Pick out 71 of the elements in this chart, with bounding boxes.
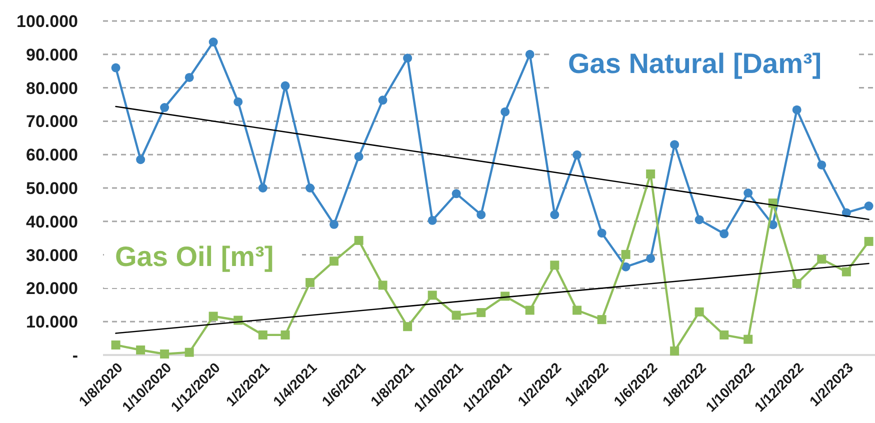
point [452,310,461,320]
series-label: Gas Oil [m³] [115,241,274,272]
point [476,210,486,220]
point [306,278,315,288]
point [354,152,364,162]
point [670,346,680,356]
point [136,345,146,354]
point [280,330,290,340]
point [646,254,656,263]
y-tick-label: 100.000 [16,12,78,30]
point [378,96,388,105]
point [720,229,729,238]
point [864,202,874,211]
point [694,307,704,316]
point [621,250,630,259]
point [258,184,268,192]
point [500,107,510,116]
point [111,340,120,350]
point [550,260,560,270]
y-tick-label: 20.000 [26,278,78,298]
point [428,216,437,225]
point [184,72,194,82]
point [694,215,704,224]
point [792,105,802,114]
point [864,236,874,246]
point [234,97,243,106]
point [476,308,486,318]
y-tick-label: - [72,346,78,364]
point [452,189,461,198]
point [428,290,437,300]
y-tick-label: 60.000 [26,145,78,164]
y-tick-label: 90.000 [26,44,78,64]
point [160,103,170,112]
point [792,279,802,288]
point [258,330,268,340]
point [403,54,412,63]
point [111,63,120,72]
point [160,350,170,358]
point [646,169,656,178]
y-tick-label: 70.000 [26,112,78,131]
point [330,220,339,229]
point [306,184,315,192]
point [403,322,412,332]
point [525,306,534,315]
point [597,315,606,324]
point [550,210,560,220]
point [572,150,582,160]
series-label: Gas Natural [Dam³] [568,48,822,79]
point [572,306,582,315]
point [744,334,753,344]
point [280,81,290,90]
y-tick-label: 50.000 [26,178,78,198]
y-tick-label: 40.000 [26,212,78,231]
point [136,155,146,164]
point [525,50,534,59]
point [378,280,388,290]
y-tick-label: 80.000 [26,78,78,98]
point [597,228,606,238]
point [330,256,339,266]
point [744,188,753,198]
point [354,236,364,245]
point [842,267,851,276]
point [208,312,218,321]
y-tick-label: 10.000 [26,312,78,332]
y-tick-label: 30.000 [26,245,78,264]
point [720,330,729,340]
point [817,254,826,264]
point [208,38,218,47]
point [817,160,826,170]
point [184,348,194,357]
point [670,140,680,150]
